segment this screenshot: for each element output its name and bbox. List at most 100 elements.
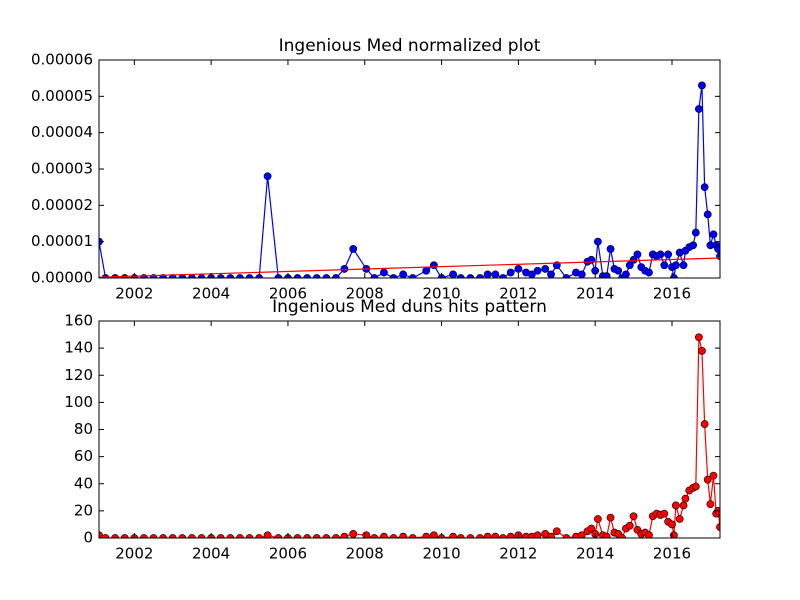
marker — [629, 255, 638, 264]
marker — [422, 266, 431, 275]
marker — [197, 534, 206, 538]
marker — [340, 532, 349, 538]
x-tick-label: 2012 — [499, 285, 537, 303]
marker — [149, 534, 158, 538]
marker — [614, 266, 623, 275]
marker — [168, 534, 177, 538]
marker — [668, 520, 676, 529]
marker — [675, 515, 684, 523]
marker — [322, 534, 331, 538]
marker — [633, 250, 642, 259]
marker — [618, 534, 626, 538]
marker — [312, 534, 321, 538]
x-tick-label: 2010 — [422, 285, 460, 303]
marker — [506, 532, 515, 538]
marker — [587, 524, 596, 533]
marker — [449, 532, 457, 538]
marker — [703, 210, 712, 219]
marker — [694, 105, 703, 113]
marker — [691, 482, 700, 491]
marker — [664, 250, 673, 259]
marker — [499, 534, 507, 538]
marker — [547, 270, 555, 278]
marker — [660, 261, 669, 270]
marker — [120, 534, 129, 538]
x-tick-label: 2002 — [115, 545, 153, 563]
marker — [349, 245, 358, 253]
marker — [380, 268, 388, 277]
x-tick-label: 2004 — [192, 285, 230, 303]
marker — [679, 261, 688, 270]
y-tick-label: 0 — [83, 529, 93, 547]
marker — [332, 534, 340, 538]
marker — [178, 534, 187, 538]
plot-area — [99, 81, 720, 278]
marker — [370, 534, 379, 538]
x-tick-label: 2002 — [115, 285, 153, 303]
marker — [506, 268, 515, 277]
marker — [274, 534, 283, 538]
series-line — [99, 257, 720, 278]
marker — [700, 183, 709, 192]
marker — [689, 241, 698, 250]
marker — [691, 228, 700, 237]
x-tick-label: 2012 — [499, 545, 537, 563]
marker — [293, 534, 302, 538]
x-tick-label: 2004 — [192, 545, 230, 563]
chart-title: Ingenious Med duns hits pattern — [272, 297, 547, 317]
marker — [188, 534, 196, 538]
marker — [303, 534, 312, 538]
x-tick-label: 2006 — [269, 285, 307, 303]
x-tick-label: 2016 — [653, 545, 691, 563]
marker — [709, 471, 718, 480]
marker — [429, 531, 438, 538]
marker — [491, 532, 500, 538]
x-tick-label: 2014 — [576, 545, 614, 563]
y-tick-label: 80 — [74, 420, 93, 438]
marker — [236, 534, 244, 538]
marker — [593, 515, 602, 523]
y-tick-label: 0.00003 — [31, 160, 93, 178]
marker — [399, 532, 408, 538]
y-tick-label: 100 — [64, 393, 93, 411]
y-tick-label: 0.00006 — [31, 51, 93, 69]
marker — [245, 534, 254, 538]
marker — [606, 513, 615, 522]
marker — [216, 534, 225, 538]
chart-title: Ingenious Med normalized plot — [279, 36, 541, 56]
marker — [577, 531, 586, 538]
marker — [380, 532, 388, 538]
marker — [660, 509, 669, 518]
marker — [694, 333, 703, 342]
marker — [706, 500, 715, 508]
marker — [422, 532, 431, 538]
marker — [562, 534, 571, 538]
marker — [602, 272, 611, 278]
marker — [255, 534, 264, 538]
x-tick-label: 2016 — [653, 285, 691, 303]
marker — [698, 346, 706, 355]
marker — [140, 534, 148, 538]
marker — [671, 261, 680, 270]
marker — [679, 501, 688, 510]
y-tick-label: 140 — [64, 339, 93, 357]
marker — [709, 230, 718, 239]
marker — [577, 270, 586, 278]
marker — [483, 270, 492, 278]
y-tick-label: 40 — [74, 474, 93, 492]
marker — [263, 172, 272, 181]
marker — [389, 534, 398, 538]
marker — [622, 270, 630, 278]
marker — [703, 475, 712, 484]
x-tick-label: 2008 — [346, 545, 384, 563]
y-tick-label: 0.00002 — [31, 196, 93, 214]
marker — [629, 512, 638, 521]
marker — [483, 532, 492, 538]
marker — [101, 534, 110, 538]
marker — [399, 270, 408, 278]
x-tick-label: 2008 — [346, 285, 384, 303]
marker — [514, 265, 523, 273]
marker — [547, 532, 555, 538]
